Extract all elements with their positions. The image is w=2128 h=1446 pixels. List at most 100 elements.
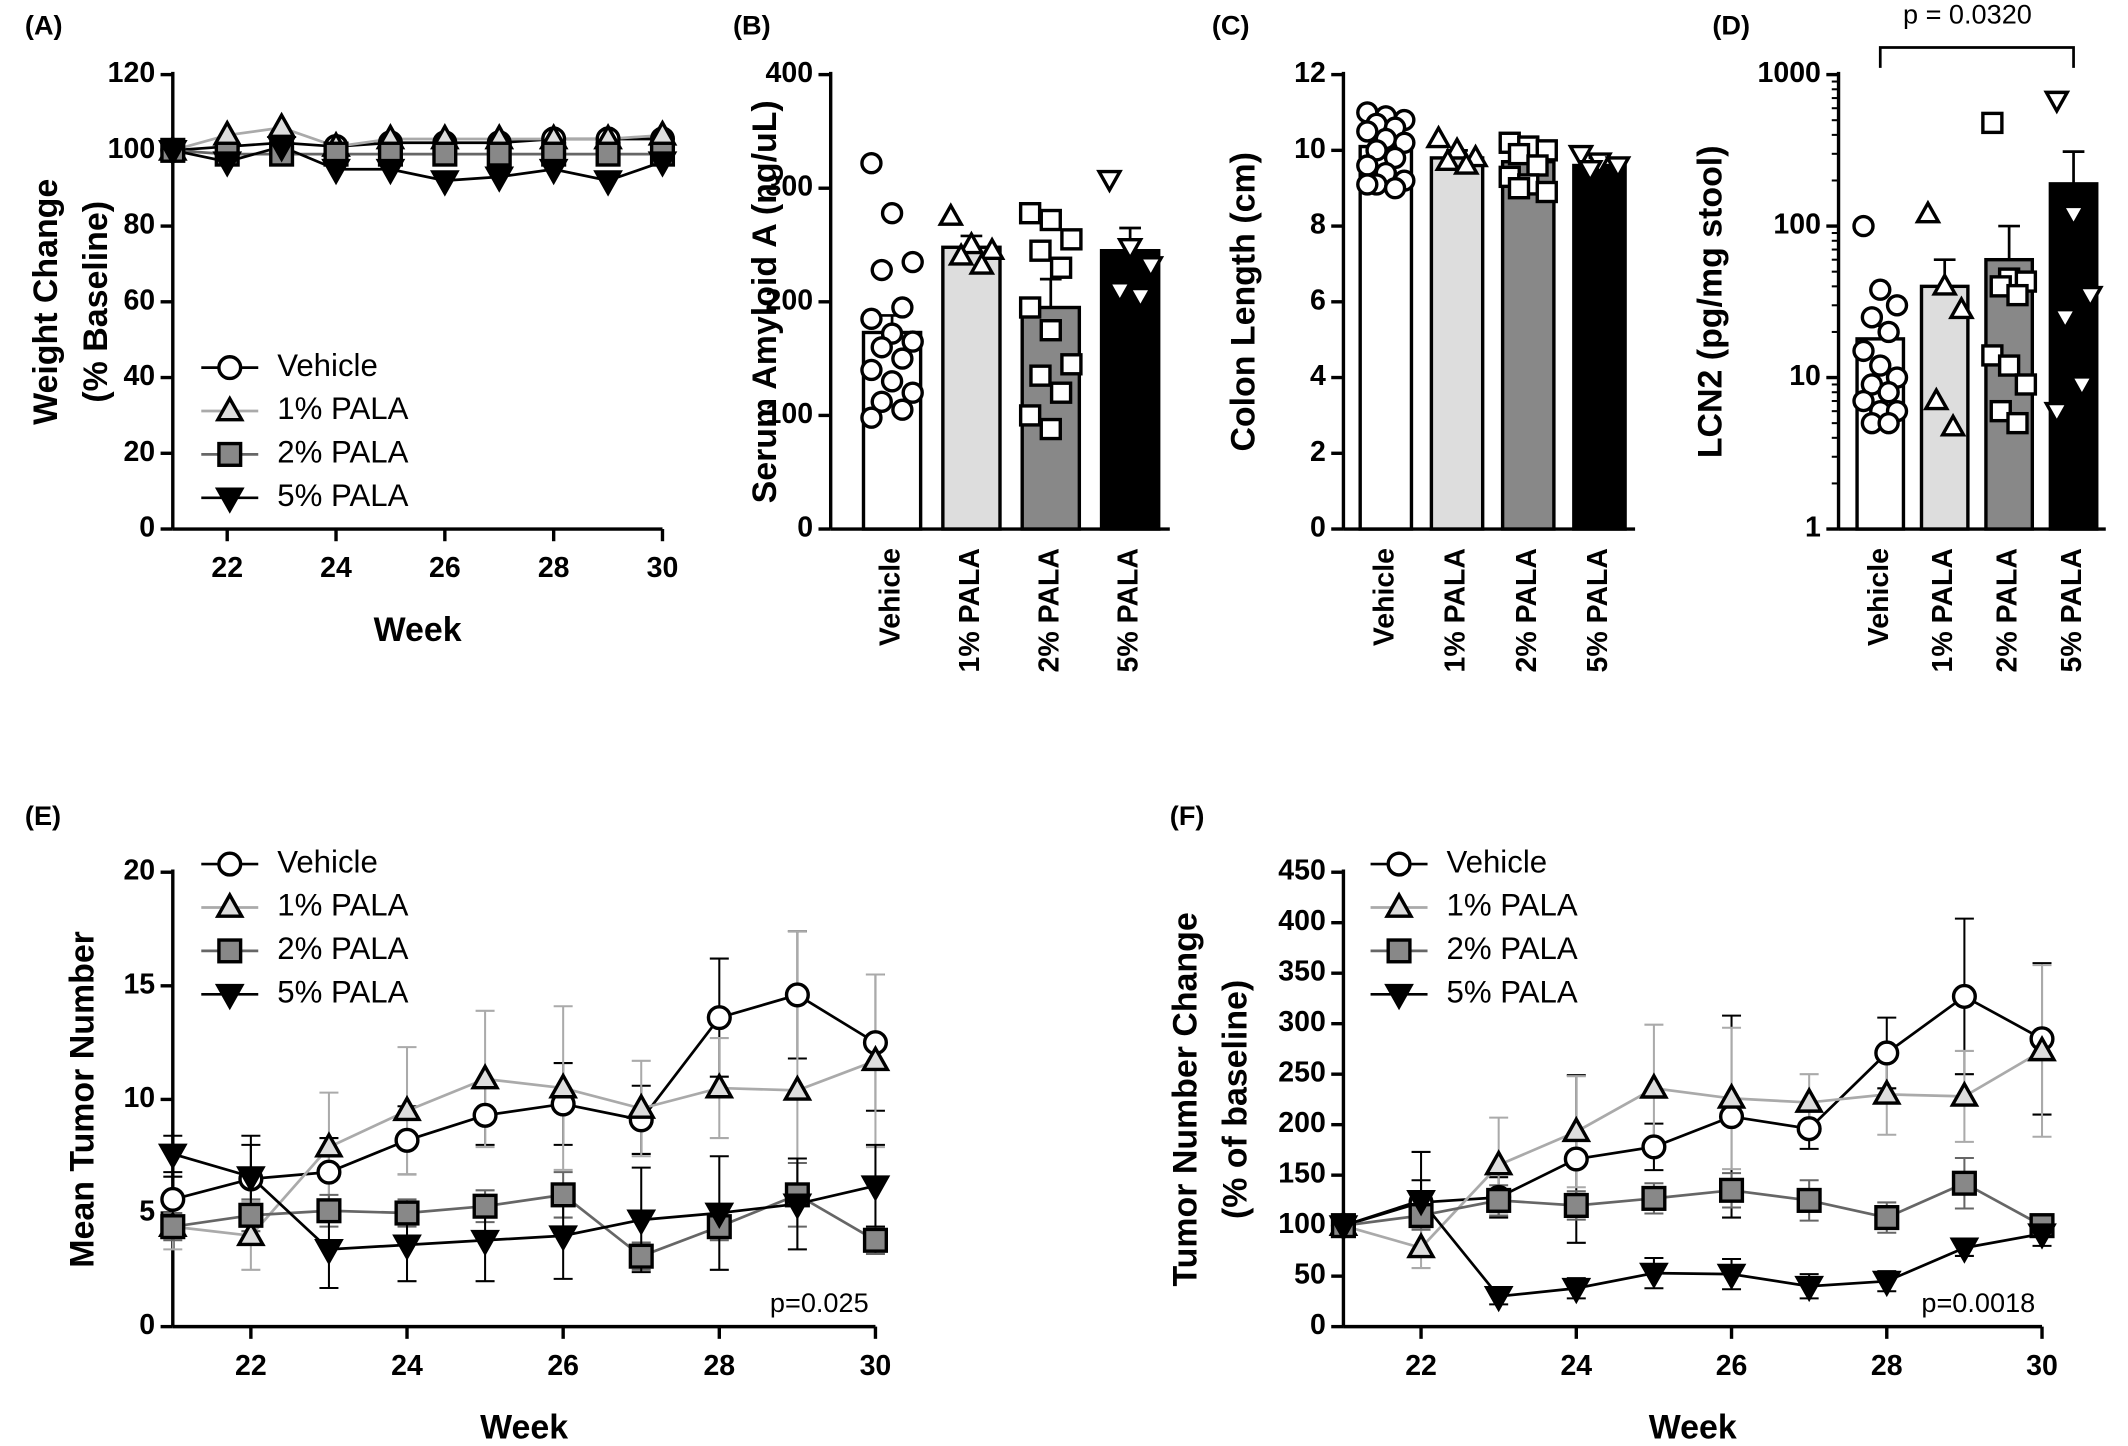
y-axis-label: Colon Length (cm)	[1225, 152, 1263, 451]
data-point	[647, 151, 678, 178]
data-point	[1018, 404, 1042, 427]
data-point	[392, 1094, 422, 1122]
legend-label: 5% PALA	[277, 975, 408, 1010]
x-tick-label: 26	[547, 1350, 579, 1382]
data-point	[870, 390, 893, 413]
data-point	[1486, 1187, 1512, 1213]
data-point	[472, 1193, 498, 1219]
series-line	[172, 148, 663, 156]
y-axis-label: (% Baseline)	[77, 201, 115, 403]
x-tick-label: 2% PALA	[1511, 548, 1543, 672]
x-tick-label: 28	[1871, 1350, 1903, 1382]
data-point	[1981, 111, 2004, 135]
data-point	[472, 1102, 498, 1128]
x-tick-label: 1% PALA	[1927, 548, 1959, 672]
data-point	[880, 202, 904, 225]
y-axis-label: LCN2 (pg/mg stool)	[1691, 145, 1729, 458]
y-tick-label: 1000	[1758, 57, 1821, 89]
y-tick-label: 60	[123, 284, 155, 316]
legend-marker	[217, 851, 243, 877]
data-point	[1951, 1170, 1977, 1196]
data-point	[1563, 1192, 1589, 1218]
annotation: p = 0.0320	[1903, 0, 2032, 29]
data-point	[1989, 399, 2012, 423]
y-tick-label: 200	[1278, 1107, 1326, 1139]
data-point	[1852, 339, 1875, 363]
data-point	[1997, 354, 2021, 377]
x-axis-label: Week	[1649, 1409, 1737, 1446]
data-point	[782, 1193, 813, 1220]
data-point	[1576, 159, 1604, 184]
data-point	[891, 296, 914, 319]
data-point	[706, 1005, 732, 1031]
panel-label: (E)	[25, 800, 61, 831]
series-line	[172, 1059, 876, 1238]
y-tick-label: 150	[1278, 1158, 1326, 1190]
data-point	[1885, 294, 1909, 317]
y-tick-label: 12	[1294, 57, 1326, 89]
data-point	[958, 230, 985, 255]
data-point	[891, 398, 914, 421]
data-point	[1116, 237, 1144, 262]
data-point	[2043, 401, 2071, 426]
data-point	[1507, 142, 1531, 166]
series-line	[172, 1152, 876, 1251]
data-point	[1434, 147, 1462, 171]
legend-marker	[214, 487, 245, 514]
data-point	[1452, 151, 1480, 175]
data-point	[392, 1234, 422, 1261]
data-point	[978, 236, 1006, 260]
data-point	[1029, 239, 1052, 262]
data-point	[880, 370, 904, 393]
y-tick-label: 250	[1278, 1057, 1326, 1089]
data-point	[1060, 228, 1083, 251]
annotation: p=0.0018	[1921, 1287, 2035, 1318]
data-point	[2060, 204, 2087, 229]
data-point	[2051, 307, 2079, 332]
data-point	[1718, 1177, 1745, 1203]
data-point	[860, 1044, 891, 1072]
data-point	[321, 158, 351, 186]
y-axis-label: (% of baseline)	[1217, 980, 1255, 1219]
x-tick-label: 28	[538, 552, 570, 584]
data-point	[1718, 1104, 1745, 1130]
data-point	[430, 170, 460, 197]
data-point	[1939, 412, 1967, 437]
data-point	[860, 307, 883, 331]
legend-label: 2% PALA	[277, 931, 408, 966]
data-point	[1931, 271, 1959, 296]
y-tick-label: 8	[1310, 209, 1326, 241]
data-point	[1567, 144, 1595, 169]
data-point	[1483, 1149, 1514, 1176]
y-tick-label: 20	[123, 855, 155, 887]
data-point	[470, 1063, 500, 1090]
y-tick-label: 2	[1310, 436, 1326, 468]
y-tick-label: 4	[1310, 360, 1326, 392]
data-point	[160, 1186, 186, 1212]
data-point	[1507, 177, 1531, 200]
data-point	[2027, 1035, 2057, 1062]
data-point	[1639, 1262, 1669, 1290]
data-point	[1852, 389, 1875, 413]
data-point	[1869, 354, 1892, 377]
data-point	[1871, 1078, 1902, 1105]
data-point	[1869, 278, 1892, 301]
data-point	[2014, 373, 2038, 396]
y-axis-label: Mean Tumor Number	[64, 931, 102, 1268]
data-point	[1948, 295, 1975, 320]
series-line	[1343, 994, 2043, 1227]
y-tick-label: 200	[766, 284, 813, 316]
data-point	[1951, 983, 1977, 1009]
bar	[941, 245, 1002, 531]
data-point	[432, 141, 458, 167]
x-tick-label: 24	[391, 1350, 423, 1382]
data-point	[486, 141, 512, 167]
data-point	[1328, 1215, 1359, 1242]
data-point	[1641, 1134, 1667, 1160]
y-tick-label: 400	[766, 57, 813, 89]
y-tick-label: 100	[108, 133, 155, 165]
data-point	[2006, 283, 2029, 307]
legend-label: 5% PALA	[1447, 975, 1578, 1010]
y-tick-label: 10	[123, 1082, 155, 1114]
data-point	[1356, 154, 1379, 177]
